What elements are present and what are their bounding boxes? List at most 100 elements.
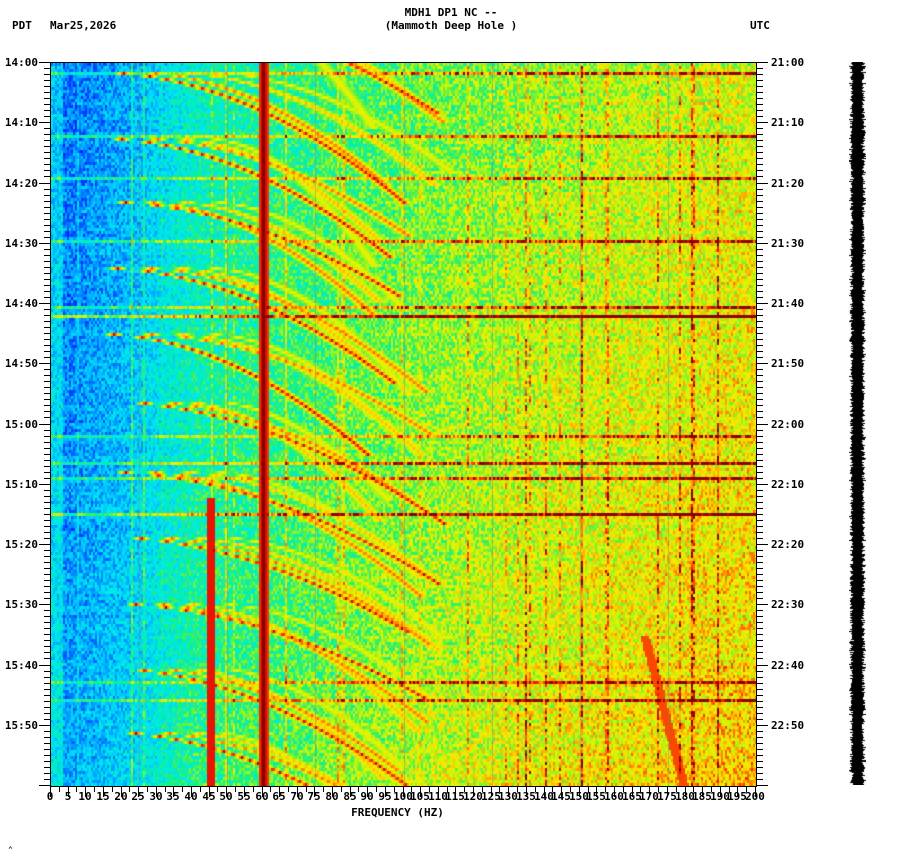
time-tick-minor-right — [757, 490, 763, 491]
time-tick-minor-left — [44, 110, 50, 111]
time-tick-minor-right — [757, 755, 763, 756]
freq-tick-minor — [499, 787, 500, 792]
time-tick-minor-left — [44, 737, 50, 738]
time-tick-minor-left — [44, 249, 50, 250]
freq-tick-minor — [588, 787, 589, 792]
freq-tick-minor — [623, 787, 624, 792]
time-tick-minor-right — [757, 773, 763, 774]
time-tick-minor-right — [757, 743, 763, 744]
time-tick-minor-left — [44, 430, 50, 431]
spectrogram-canvas[interactable] — [51, 63, 756, 786]
time-tick-minor-right — [757, 231, 763, 232]
time-tick-minor-right — [757, 430, 763, 431]
freq-tick-major — [332, 787, 333, 797]
date-label: Mar25,2026 — [50, 19, 117, 32]
time-tick-minor-left — [44, 176, 50, 177]
time-tick-minor-left — [44, 550, 50, 551]
freq-tick-minor — [729, 787, 730, 792]
time-label-pdt: 15:40 — [4, 659, 38, 672]
time-tick-minor-left — [44, 695, 50, 696]
time-tick-minor-right — [757, 761, 763, 762]
time-tick-major-left — [39, 243, 50, 244]
time-tick-minor-right — [757, 550, 763, 551]
spectrogram-plot[interactable] — [50, 62, 757, 787]
freq-label: 130 — [498, 790, 518, 803]
time-tick-minor-left — [44, 195, 50, 196]
time-tick-minor-left — [44, 526, 50, 527]
time-label-pdt: 14:20 — [4, 177, 38, 190]
time-tick-minor-right — [757, 164, 763, 165]
freq-tick-minor — [94, 787, 95, 792]
time-tick-minor-right — [757, 104, 763, 105]
freq-tick-major — [156, 787, 157, 797]
time-tick-minor-left — [44, 436, 50, 437]
time-tick-minor-right — [757, 146, 763, 147]
time-tick-minor-right — [757, 297, 763, 298]
time-tick-major-right — [757, 785, 768, 786]
time-tick-minor-left — [44, 381, 50, 382]
freq-label: 80 — [325, 790, 339, 803]
time-tick-minor-right — [757, 592, 763, 593]
time-tick-minor-right — [757, 737, 763, 738]
time-tick-major-left — [39, 604, 50, 605]
time-tick-minor-right — [757, 713, 763, 714]
time-label-utc: 21:40 — [771, 297, 805, 310]
time-tick-minor-right — [757, 767, 763, 768]
time-tick-minor-right — [757, 219, 763, 220]
time-tick-major-right — [757, 604, 768, 605]
time-tick-minor-left — [44, 508, 50, 509]
time-label-utc: 22:50 — [771, 719, 805, 732]
time-tick-major-right — [757, 424, 768, 425]
freq-label: 170 — [639, 790, 659, 803]
time-tick-minor-left — [44, 743, 50, 744]
time-tick-minor-left — [44, 755, 50, 756]
freq-tick-minor — [147, 787, 148, 792]
time-tick-minor-right — [757, 291, 763, 292]
time-tick-minor-left — [44, 164, 50, 165]
time-tick-minor-left — [44, 345, 50, 346]
time-tick-minor-left — [44, 333, 50, 334]
freq-tick-minor — [376, 787, 377, 792]
time-tick-minor-right — [757, 719, 763, 720]
time-tick-minor-left — [44, 351, 50, 352]
time-tick-minor-right — [757, 176, 763, 177]
freq-tick-minor — [235, 787, 236, 792]
time-tick-minor-right — [757, 339, 763, 340]
time-tick-minor-right — [757, 472, 763, 473]
time-tick-minor-left — [44, 315, 50, 316]
freq-label: 20 — [114, 790, 128, 803]
freq-label: 185 — [692, 790, 712, 803]
time-tick-minor-right — [757, 628, 763, 629]
freq-label: 115 — [445, 790, 465, 803]
freq-tick-minor — [429, 787, 430, 792]
time-tick-minor-right — [757, 701, 763, 702]
freq-tick-major — [526, 787, 527, 797]
freq-tick-major — [596, 787, 597, 797]
freq-tick-major — [68, 787, 69, 797]
time-tick-minor-right — [757, 417, 763, 418]
time-tick-minor-left — [44, 116, 50, 117]
waveform-trace-panel — [849, 62, 866, 785]
time-tick-minor-left — [44, 237, 50, 238]
freq-tick-major — [403, 787, 404, 797]
time-tick-minor-right — [757, 225, 763, 226]
freq-tick-major — [191, 787, 192, 797]
freq-tick-major — [702, 787, 703, 797]
time-tick-minor-right — [757, 116, 763, 117]
time-tick-minor-right — [757, 695, 763, 696]
time-tick-minor-right — [757, 580, 763, 581]
time-tick-major-left — [39, 62, 50, 63]
time-tick-minor-left — [44, 773, 50, 774]
freq-tick-minor — [270, 787, 271, 792]
time-tick-minor-right — [757, 520, 763, 521]
time-tick-minor-right — [757, 399, 763, 400]
time-tick-minor-left — [44, 677, 50, 678]
time-label-pdt: 15:50 — [4, 719, 38, 732]
freq-tick-major — [685, 787, 686, 797]
freq-label: 95 — [378, 790, 392, 803]
time-tick-minor-right — [757, 640, 763, 641]
time-tick-minor-right — [757, 442, 763, 443]
time-label-pdt: 15:10 — [4, 478, 38, 491]
time-tick-minor-right — [757, 98, 763, 99]
freq-label: 40 — [184, 790, 198, 803]
